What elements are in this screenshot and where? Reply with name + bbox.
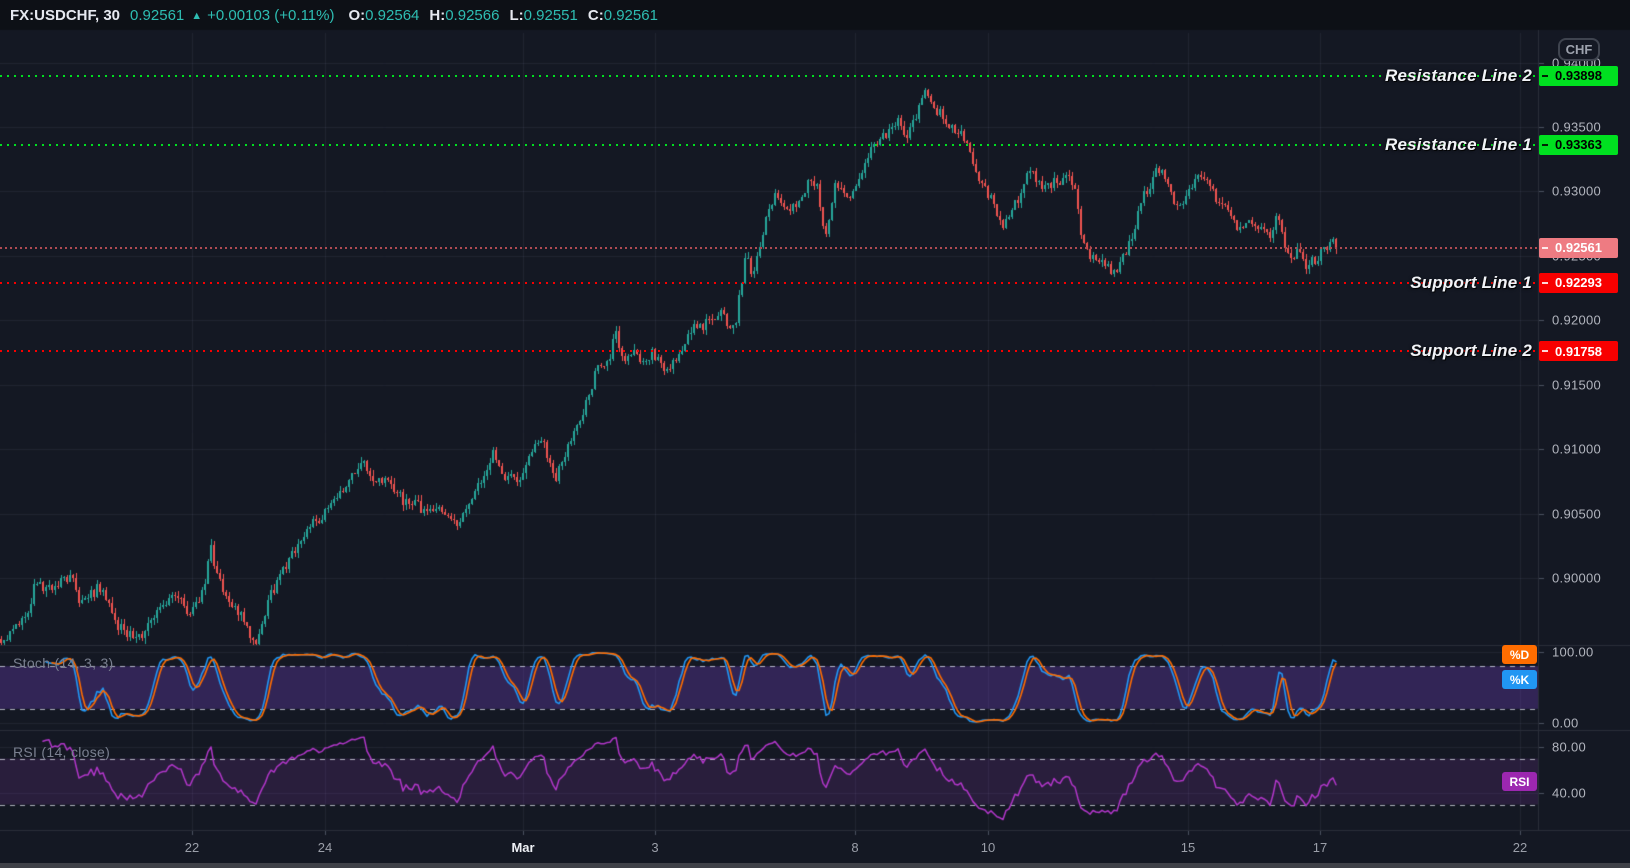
ohlc-low: L:0.92551 — [509, 7, 578, 24]
rsi-value-badge: RSI — [1502, 772, 1537, 791]
time-axis-label: 3 — [651, 840, 659, 855]
time-axis-label: 22 — [1512, 840, 1528, 855]
ohlc-open: O:0.92564 — [348, 7, 420, 24]
stoch-indicator-legend[interactable]: Stoch (14, 3, 3) — [13, 655, 114, 671]
stoch-d-value-badge: %D — [1502, 645, 1537, 664]
stoch-tick-label: 0.00 — [1552, 715, 1579, 731]
stoch-k-value-badge: %K — [1502, 670, 1537, 689]
trendline-resistance-line-2[interactable] — [0, 74, 1538, 77]
trendline-price-badge-support-line-1: 0.92293 — [1539, 272, 1618, 293]
trendline-label-resistance-line-1[interactable]: Resistance Line 1 — [1384, 134, 1532, 154]
time-axis-label: 15 — [1180, 840, 1196, 855]
time-axis-label: Mar — [511, 840, 535, 855]
time-axis-label: 10 — [980, 840, 996, 855]
price-tick-label: 0.90000 — [1552, 570, 1602, 586]
price-tick-label: 0.92000 — [1552, 312, 1602, 328]
axis-tick-dash — [1542, 281, 1548, 284]
trendline-resistance-line-1[interactable] — [0, 143, 1538, 146]
trendline-label-support-line-1[interactable]: Support Line 1 — [1410, 272, 1532, 292]
price-tick-label: 0.93000 — [1552, 183, 1602, 199]
time-axis-label: 8 — [851, 840, 859, 855]
price-tick-label: 0.91500 — [1552, 377, 1602, 393]
symbol-name[interactable]: FX:USDCHF, 30 — [10, 7, 121, 24]
price-tick-label: 0.91000 — [1552, 441, 1602, 457]
trendline-label-resistance-line-2[interactable]: Resistance Line 2 — [1384, 65, 1532, 85]
stoch-tick-label: 100.00 — [1552, 644, 1594, 660]
trendline-support-line-1[interactable] — [0, 281, 1538, 284]
trendline-support-line-2[interactable] — [0, 350, 1538, 353]
currency-badge[interactable]: CHF — [1558, 38, 1600, 61]
trendline-price-badge-support-line-2: 0.91758 — [1539, 341, 1618, 362]
time-axis-label: 22 — [184, 840, 200, 855]
rsi-tick-label: 80.00 — [1552, 739, 1587, 755]
last-price: 0.92561 — [130, 7, 185, 24]
axis-tick-dash — [1542, 350, 1548, 353]
time-axis-label: 17 — [1312, 840, 1328, 855]
trendline-label-support-line-2[interactable]: Support Line 2 — [1410, 341, 1532, 361]
trendline-price-badge-resistance-line-2: 0.93898 — [1539, 65, 1618, 86]
current-price-line — [0, 246, 1538, 249]
axis-tick-dash — [1542, 246, 1548, 249]
price-change: +0.00103 (+0.11%) — [207, 7, 335, 24]
ohlc-high: H:0.92566 — [429, 7, 500, 24]
axis-tick-dash — [1542, 74, 1548, 77]
price-axis[interactable] — [1538, 30, 1630, 830]
time-axis-label: 24 — [317, 840, 333, 855]
window-bottom-edge — [0, 863, 1630, 868]
rsi-tick-label: 40.00 — [1552, 785, 1587, 801]
axis-tick-dash — [1542, 143, 1548, 146]
change-up-icon: ▲ — [191, 10, 203, 22]
time-axis[interactable] — [0, 830, 1538, 863]
current-price-badge: 0.92561 — [1539, 237, 1618, 258]
ohlc-close: C:0.92561 — [587, 7, 658, 24]
trendline-price-badge-resistance-line-1: 0.93363 — [1539, 134, 1618, 155]
symbol-legend[interactable]: FX:USDCHF, 30 0.92561 ▲ +0.00103 (+0.11%… — [10, 7, 668, 24]
rsi-indicator-legend[interactable]: RSI (14, close) — [13, 744, 111, 760]
price-tick-label: 0.93500 — [1552, 119, 1602, 135]
price-tick-label: 0.90500 — [1552, 506, 1602, 522]
